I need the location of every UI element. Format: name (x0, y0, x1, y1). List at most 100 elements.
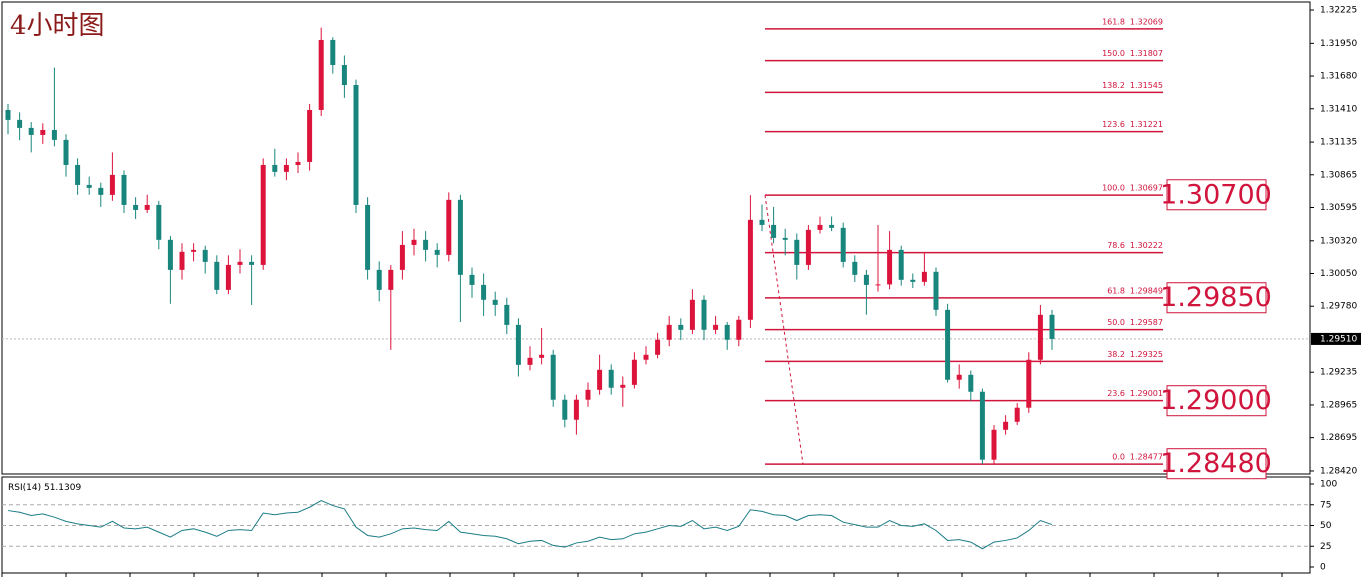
candle-body (423, 239, 429, 250)
rsi-line (7, 500, 1053, 550)
candle-body (539, 354, 545, 358)
rsi-name: RSI(14) (8, 483, 41, 493)
fib-price: 1.30222 (1130, 241, 1163, 250)
candle-body (562, 399, 568, 420)
candle-body (747, 219, 753, 320)
candle-body (643, 354, 649, 360)
candle-body (805, 229, 811, 265)
candle-body (492, 299, 498, 305)
candle-body (794, 239, 800, 265)
candle-body (921, 271, 927, 282)
candle-body (666, 324, 672, 340)
y-tick-label: 1.30595 (1320, 203, 1357, 213)
candle-body (330, 39, 336, 66)
key-level-box (1166, 448, 1267, 480)
candle-body (527, 357, 533, 365)
y-tick-label: 1.31950 (1320, 39, 1357, 49)
candle-body (365, 204, 371, 270)
fib-price: 1.31807 (1130, 49, 1163, 58)
rsi-tick-label: 75 (1320, 500, 1331, 510)
candle-body (376, 269, 382, 290)
candle-body (167, 239, 173, 270)
y-tick-label: 1.29780 (1320, 302, 1357, 312)
candle-body (713, 324, 719, 330)
candle-body (573, 399, 579, 420)
candle-body (979, 391, 985, 460)
fib-price: 1.32069 (1130, 17, 1163, 26)
key-level-box (1166, 385, 1267, 417)
candle-body (875, 284, 881, 286)
candle-body (771, 224, 777, 238)
candle-body (968, 374, 974, 392)
fib-price: 1.29587 (1130, 318, 1163, 327)
candle-body (214, 261, 220, 290)
candle-body (109, 174, 115, 195)
key-level-label: 1.29850 (1160, 282, 1272, 313)
candle-body (829, 224, 835, 228)
candle-body (28, 127, 34, 135)
y-tick-label: 1.28965 (1320, 400, 1357, 410)
candle-body (956, 374, 962, 380)
candle-body (840, 227, 846, 262)
fib-ratio: 138.2 (1102, 81, 1125, 90)
candle-body (260, 164, 266, 265)
candle-body (933, 271, 939, 310)
fib-price: 1.29001 (1130, 389, 1163, 398)
candle-body (1014, 407, 1020, 422)
y-tick-label: 1.30865 (1320, 170, 1357, 180)
candle-body (782, 237, 788, 240)
candle-body (156, 204, 162, 240)
last-price-label: 1.29510 (1320, 334, 1357, 344)
fib-ratio: 100.0 (1102, 184, 1125, 193)
fib-ratio: 123.6 (1102, 120, 1125, 129)
candle-body (202, 249, 208, 262)
candle-body (655, 339, 661, 355)
candle-body (759, 219, 765, 225)
candle-body (585, 389, 591, 400)
candle-body (225, 264, 231, 290)
candle-body (504, 304, 510, 325)
y-tick-label: 1.31410 (1320, 104, 1357, 114)
last-price-box (1311, 332, 1361, 345)
candle-body (191, 249, 197, 252)
candle-body (817, 224, 823, 230)
candle-body (318, 39, 324, 110)
candle-body (481, 284, 487, 300)
key-level-label: 1.28480 (1160, 448, 1272, 479)
candle-body (631, 359, 637, 385)
candle-body (17, 119, 23, 128)
fib-ratio: 38.2 (1107, 350, 1125, 359)
candle-body (40, 129, 46, 135)
fib-ratio: 61.8 (1107, 286, 1125, 295)
candle-body (736, 319, 742, 340)
y-tick-label: 1.29235 (1320, 368, 1357, 378)
candle-body (133, 204, 139, 210)
candle-body (620, 384, 626, 388)
key-level-box (1166, 282, 1267, 314)
candle-body (910, 279, 916, 282)
rsi-tick-label: 25 (1320, 542, 1331, 552)
candle-body (121, 174, 127, 205)
candle-body (898, 249, 904, 280)
candle-body (887, 249, 893, 285)
candle-body (1037, 314, 1043, 360)
candle-body (515, 324, 521, 365)
fib-ratio: 78.6 (1107, 241, 1125, 250)
candle-body (701, 299, 707, 330)
key-level-label: 1.29000 (1160, 385, 1272, 416)
candle-body (399, 244, 405, 270)
candle-body (388, 269, 394, 290)
candle-body (469, 274, 475, 285)
candle-body (1003, 421, 1009, 430)
candle-body (945, 309, 951, 380)
candle-body (341, 65, 347, 86)
candle-body (283, 164, 289, 172)
candle-body (144, 204, 150, 210)
fib-ratio: 150.0 (1102, 49, 1125, 58)
candle-body (98, 187, 104, 195)
fib-price: 1.30697 (1130, 184, 1163, 193)
candle-body (608, 369, 614, 388)
fib-price: 1.29325 (1130, 350, 1163, 359)
candle-body (5, 109, 11, 120)
candle-body (550, 354, 556, 400)
